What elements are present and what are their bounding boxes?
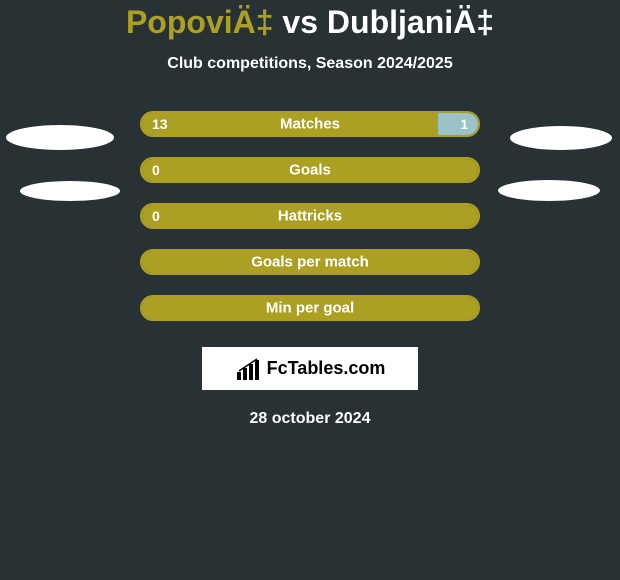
logo-text: FcTables.com	[267, 358, 386, 379]
infographic-container: PopoviÄ‡ vs DubljaniÄ‡ Club competitions…	[0, 0, 620, 580]
stat-value-left: 0	[152, 162, 160, 178]
stat-label: Hattricks	[140, 208, 480, 225]
stat-row: Min per goal	[140, 295, 480, 321]
logo-box: FcTables.com	[202, 347, 418, 390]
player1-club-placeholder	[20, 181, 120, 201]
player1-name: PopoviÄ‡	[126, 4, 274, 40]
stat-row: Hattricks0	[140, 203, 480, 229]
stat-row: Matches13 1	[140, 111, 480, 137]
title: PopoviÄ‡ vs DubljaniÄ‡	[0, 4, 620, 41]
stat-row: Goals per match	[140, 249, 480, 275]
stat-label: Goals per match	[140, 254, 480, 271]
vs-label: vs	[282, 4, 318, 40]
stat-value-right: 1	[460, 116, 468, 132]
stat-label: Min per goal	[140, 300, 480, 317]
logo-icon	[235, 358, 263, 380]
stat-value-left: 0	[152, 208, 160, 224]
player2-photo-placeholder	[510, 126, 612, 150]
subtitle: Club competitions, Season 2024/2025	[0, 55, 620, 73]
stat-label: Matches	[140, 116, 480, 133]
stat-row: Goals0	[140, 157, 480, 183]
player2-club-placeholder	[498, 180, 600, 201]
stat-value-left: 13	[152, 116, 168, 132]
stat-label: Goals	[140, 162, 480, 179]
player1-photo-placeholder	[6, 125, 114, 150]
date: 28 october 2024	[0, 410, 620, 428]
player2-name: DubljaniÄ‡	[327, 4, 494, 40]
